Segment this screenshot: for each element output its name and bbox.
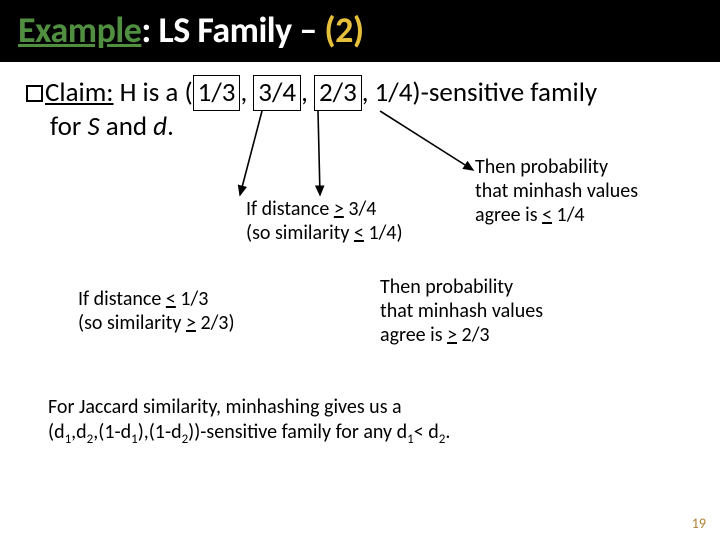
annot-r2-l3a: agree is [380,323,447,347]
annot-r1-l3a: agree is [475,203,542,227]
claim-s2: , [301,76,314,109]
annot-left-l2u: > [186,311,196,335]
claim-p1: 1/3 [193,75,241,111]
claim-l2s: S [87,110,99,143]
claim-l2d: d [153,110,167,143]
footer-l2b: ,d [71,420,87,444]
slide-title: Example: LS Family – (2) [18,8,702,52]
footer-l2d: ),(1-d [138,420,182,444]
annot-mid: If distance > 3/4 (so similarity < 1/4) [246,197,403,245]
title-word-4: (2) [324,8,363,52]
annot-mid-l1a: If distance [246,197,334,221]
footer-l2a: (d [48,420,65,444]
annot-r1-l3b: 1/4 [552,203,585,227]
claim-p3: 2/3 [314,75,362,111]
footer-l2c: ,(1-d [93,420,131,444]
annot-left-l1u: < [166,287,176,311]
claim-p2: 3/4 [253,75,301,111]
annot-right-upper: Then probability that minhash values agr… [475,155,638,227]
title-bar: Example: LS Family – (2) [0,0,720,62]
annot-r2-l3b: 2/3 [457,323,490,347]
annot-left-l2b: 2/3) [196,311,235,335]
content-area: Claim: H is a (1/3, 3/4, 2/3, 1/4)-sensi… [0,62,720,144]
claim-l2b: and [100,110,154,143]
footer-s3: 1 [131,432,138,447]
annot-left-l1b: 1/3 [176,287,209,311]
annot-r1-l2: that minhash values [475,179,638,203]
annot-r1-l1: Then probability [475,155,608,179]
claim-line2: for S and d. [50,110,694,144]
annot-r2-l1: Then probability [380,275,513,299]
claim-tail: , 1/4)-sensitive family [362,76,597,109]
footer-text: For Jaccard similarity, minhashing gives… [48,395,450,448]
footer-l2e: ))-sensitive family for any d [188,420,407,444]
footer-l2g: . [445,420,450,444]
claim-l2c: . [167,110,174,143]
annot-mid-l1b: 3/4 [344,197,377,221]
slide-number: 19 [692,515,706,532]
title-sep: : [141,8,150,52]
claim-l2a: for [50,110,87,143]
annot-r1-l3u: < [542,203,552,227]
claim-lead: H is a ( [114,76,193,109]
annot-mid-l2b: 1/4) [364,221,403,245]
annot-r2-l3u: > [447,323,457,347]
footer-s5: 1 [407,432,414,447]
annot-mid-l1u: > [334,197,344,221]
footer-l1: For Jaccard similarity, minhashing gives… [48,395,402,419]
annot-mid-l2u: < [354,221,364,245]
annot-right-lower: Then probability that minhash values agr… [380,275,543,347]
annot-left: If distance < 1/3 (so similarity > 2/3) [78,287,235,335]
title-word-2: LS [158,8,189,52]
annot-mid-l2a: (so similarity [246,221,354,245]
title-word-1: Example [18,8,141,52]
title-dash: – [299,8,316,52]
claim-prefix: Claim: [45,76,114,109]
title-word-3: Family [197,8,291,52]
annot-left-l2a: (so similarity [78,311,186,335]
footer-l2f: < d [414,420,439,444]
claim-text: Claim: H is a (1/3, 3/4, 2/3, 1/4)-sensi… [26,76,694,110]
claim-s1: , [240,76,253,109]
bullet-checkbox-icon [26,85,43,102]
annot-r2-l2: that minhash values [380,299,543,323]
annot-left-l1a: If distance [78,287,166,311]
